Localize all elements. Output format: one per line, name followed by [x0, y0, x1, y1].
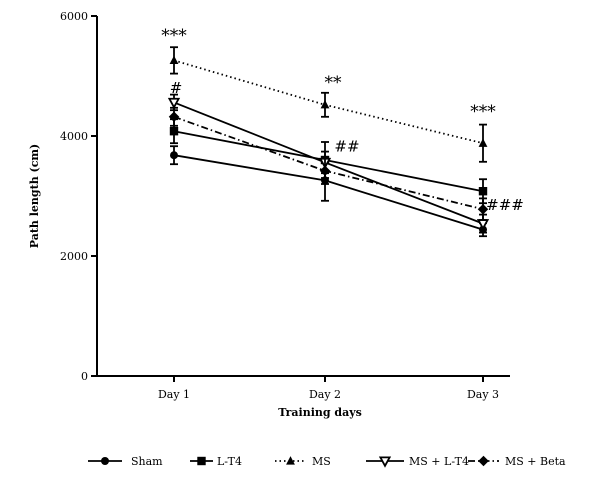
legend-label: MS — [312, 455, 331, 468]
data-point — [319, 165, 331, 177]
x-axis-title: Training days — [278, 406, 362, 419]
significance-annotation: ## — [334, 138, 359, 156]
legend-item: Sham — [88, 455, 163, 468]
x-tick-label: Day 2 — [309, 388, 341, 401]
legend: Sham L-T4 MS MS + L-T4 MS + Beta — [88, 455, 566, 468]
legend-item: MS + L-T4 — [366, 455, 469, 468]
significance-annotation: ** — [325, 73, 343, 93]
data-point — [168, 111, 180, 123]
axes: 0 2000 4000 6000 Day 1 Day 2 Day 3 — [60, 10, 510, 401]
legend-marker — [286, 456, 295, 465]
series-line — [173, 154, 484, 231]
data-point — [169, 55, 179, 65]
data-point — [477, 203, 489, 215]
legend-marker — [378, 456, 392, 468]
y-tick-label: 2000 — [60, 250, 88, 263]
legend-item: MS — [275, 455, 331, 468]
y-tick-label: 0 — [81, 370, 88, 383]
y-tick-label: 6000 — [60, 10, 88, 23]
legend-label: Sham — [131, 455, 163, 468]
legend-item: MS + Beta — [468, 455, 566, 468]
series-ms-beta — [168, 106, 489, 221]
y-tick-label: 4000 — [60, 130, 88, 143]
data-point — [320, 99, 330, 109]
data-point — [170, 151, 178, 160]
annotation-layer: *** # ** ## *** ### — [161, 26, 524, 214]
significance-annotation: # — [170, 79, 183, 97]
x-tick-label: Day 1 — [158, 388, 190, 401]
legend-label: MS + Beta — [505, 455, 566, 468]
series-layer — [167, 46, 490, 238]
data-point — [476, 219, 490, 231]
legend-label: MS + L-T4 — [409, 455, 469, 468]
legend-item: L-T4 — [190, 455, 242, 468]
legend-marker — [101, 457, 109, 465]
legend-label: L-T4 — [217, 455, 242, 468]
series-ms-l-t4 — [167, 93, 490, 234]
significance-annotation: *** — [161, 26, 187, 46]
y-axis-title: Path length (cm) — [28, 144, 41, 249]
data-point — [478, 187, 488, 196]
data-point — [167, 97, 181, 110]
significance-annotation: ### — [486, 196, 524, 214]
x-tick-label: Day 3 — [467, 388, 499, 401]
legend-marker — [478, 455, 489, 467]
data-point — [478, 138, 488, 147]
data-point — [169, 127, 179, 136]
series-line — [173, 59, 484, 145]
series-ms — [169, 46, 488, 163]
significance-annotation: *** — [470, 102, 496, 122]
legend-marker — [197, 456, 206, 466]
